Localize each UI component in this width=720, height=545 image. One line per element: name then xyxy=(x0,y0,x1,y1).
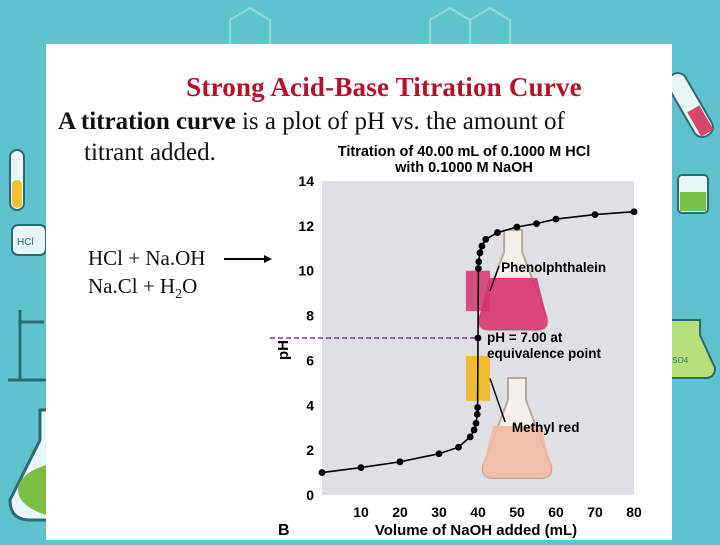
data-point xyxy=(475,258,483,266)
intro-line-1: A titration curve is a plot of pH vs. th… xyxy=(58,106,663,137)
panel-label: B xyxy=(278,522,290,539)
y-tick-label: 10 xyxy=(298,263,314,279)
data-point xyxy=(533,220,540,228)
phenolphthalein-flask-icon-liquid xyxy=(478,278,548,330)
x-tick-label: 30 xyxy=(431,504,447,520)
hcl-bottle-icon: HCl xyxy=(11,224,47,256)
arrow-icon xyxy=(224,255,272,263)
chart-title-line-2: with 0.1000 M NaOH xyxy=(394,160,533,176)
intro-line-2: titrant added. xyxy=(84,139,216,166)
data-point xyxy=(466,433,474,441)
x-tick-label: 50 xyxy=(509,504,525,520)
chart-svg: Titration of 40.00 mL of 0.1000 M HCl wi… xyxy=(270,144,642,539)
data-point xyxy=(474,265,482,272)
y-tick-label: 8 xyxy=(306,308,314,324)
y-tick-label: 0 xyxy=(306,487,314,503)
data-point xyxy=(470,426,478,434)
y-tick-label: 4 xyxy=(306,397,314,413)
data-point xyxy=(630,208,638,216)
data-point xyxy=(357,464,365,472)
y-tick-label: 2 xyxy=(306,442,314,458)
x-tick-label: 80 xyxy=(626,504,642,520)
x-tick-label: 70 xyxy=(587,504,603,520)
stand-left-icon xyxy=(8,310,50,382)
data-point xyxy=(472,419,480,427)
chart-title-line-1: Titration of 40.00 mL of 0.1000 M HCl xyxy=(338,144,590,160)
data-point xyxy=(474,404,482,411)
x-tick-label: 10 xyxy=(353,504,369,520)
y-tick-label: 6 xyxy=(306,352,314,368)
data-point xyxy=(474,334,482,342)
y-axis-label: pH xyxy=(275,340,292,360)
tube-left-icon xyxy=(9,149,25,211)
phenolphthalein-label: Phenolphthalein xyxy=(501,260,606,275)
data-point xyxy=(455,443,462,451)
data-point xyxy=(552,215,560,223)
equivalence-label-line-1: pH = 7.00 at xyxy=(487,330,563,345)
x-tick-label: 40 xyxy=(470,504,486,520)
titration-curve-line xyxy=(321,210,635,474)
intro-text: A titration curve is a plot of pH vs. th… xyxy=(58,106,663,168)
methyl-red-pointer xyxy=(489,378,506,423)
data-point xyxy=(435,450,443,458)
equivalence-label-line-2: equivalence point xyxy=(487,346,602,361)
data-point xyxy=(482,235,490,243)
beaker-right-icon xyxy=(677,174,709,214)
titration-chart: Titration of 40.00 mL of 0.1000 M HCl wi… xyxy=(270,138,670,540)
intro-rest: is a plot of pH vs. the amount of xyxy=(235,108,565,135)
data-point xyxy=(494,229,501,236)
y-tick-label: 12 xyxy=(298,218,314,234)
data-point xyxy=(591,211,599,219)
equation-right: Na.Cl + H2O xyxy=(88,274,198,303)
reaction-equation: HCl + Na.OH Na.Cl + H2O xyxy=(88,244,205,309)
svg-text:HCl: HCl xyxy=(17,237,34,248)
data-point xyxy=(473,410,481,418)
x-axis-label: Volume of NaOH added (mL) xyxy=(375,522,577,539)
x-tick-label: 60 xyxy=(548,504,564,520)
test-tube-right-icon xyxy=(666,71,714,139)
data-point xyxy=(478,242,486,250)
svg-text:H2SO4: H2SO4 xyxy=(662,356,689,365)
intro-bold: A titration curve xyxy=(58,108,236,135)
data-point xyxy=(318,469,326,476)
phenolphthalein-pointer xyxy=(489,265,500,292)
methyl-red-flask-icon xyxy=(481,377,553,479)
slide-title: Strong Acid-Base Titration Curve xyxy=(186,72,582,102)
data-point xyxy=(396,458,404,466)
methyl-red-label: Methyl red xyxy=(512,420,580,435)
data-point xyxy=(476,249,484,257)
methyl-red-flask-icon-liquid xyxy=(482,426,552,478)
equation-left: HCl + Na.OH xyxy=(88,246,206,270)
data-point xyxy=(513,223,521,231)
y-tick-label: 14 xyxy=(298,173,314,189)
x-tick-label: 20 xyxy=(392,504,408,520)
